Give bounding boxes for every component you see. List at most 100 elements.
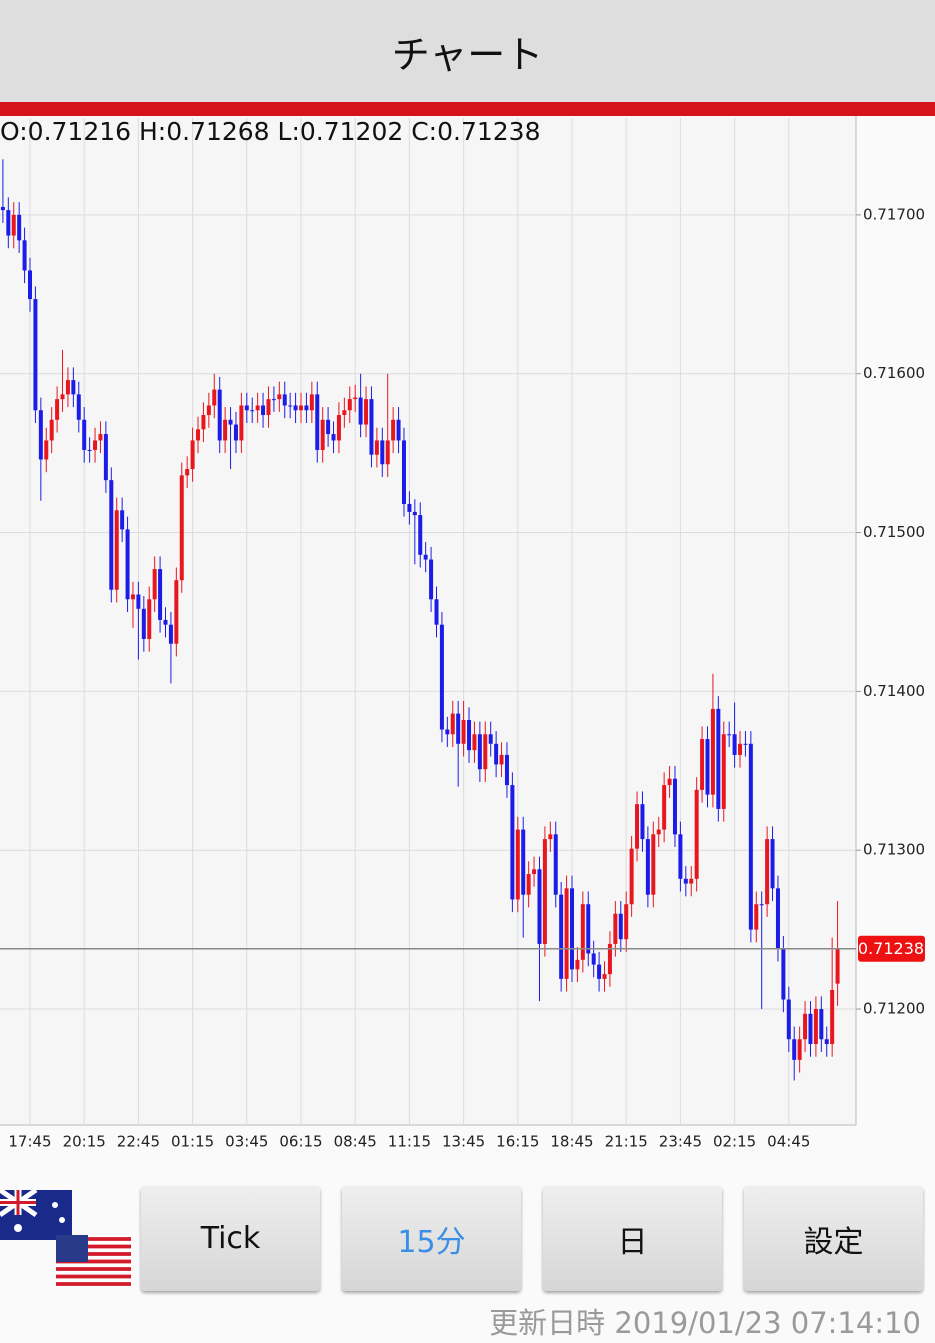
candle-body — [645, 839, 650, 895]
tick-button[interactable]: Tick — [141, 1186, 320, 1291]
y-tick-label: 0.71700 — [863, 205, 925, 223]
candle-body — [629, 848, 634, 905]
x-tick-label: 23:45 — [659, 1133, 702, 1151]
update-label: 更新日時 — [489, 1306, 606, 1340]
candle-body — [542, 839, 547, 944]
candle-body — [483, 734, 488, 770]
candle-body — [109, 480, 114, 590]
candle-body — [11, 214, 16, 236]
candle-body — [504, 754, 509, 786]
candle-body — [672, 778, 677, 835]
candle-body — [98, 434, 103, 441]
last-price-tag — [858, 935, 925, 962]
currency-flags[interactable] — [0, 1190, 135, 1290]
candle-body — [748, 743, 753, 930]
candle-body — [315, 394, 320, 450]
settings-button[interactable]: 設定 — [744, 1186, 923, 1291]
candle-body — [467, 719, 472, 751]
day-button[interactable]: 日 — [543, 1186, 722, 1291]
candle-body — [526, 874, 531, 895]
candle-body — [412, 511, 417, 516]
candle-body — [786, 999, 791, 1040]
candle-body — [44, 440, 49, 460]
candle-body — [152, 569, 157, 600]
candle-body — [136, 594, 141, 609]
candle-body — [299, 405, 303, 411]
15min-button[interactable]: 15分 — [342, 1186, 521, 1291]
candle-body — [201, 415, 206, 430]
aud-star — [59, 1217, 65, 1223]
candle-body — [445, 729, 450, 735]
update-datetime: 2019/01/23 07:14:10 — [614, 1306, 921, 1340]
x-tick-label: 06:15 — [279, 1133, 322, 1151]
candle-body — [754, 904, 759, 930]
candle-body — [158, 569, 163, 620]
y-tick-label: 0.71400 — [863, 682, 925, 700]
candle-body — [830, 989, 835, 1044]
aud-star — [52, 1202, 58, 1208]
candle-body — [65, 380, 70, 395]
candle-body — [591, 953, 596, 965]
x-tick-label: 01:15 — [171, 1133, 214, 1151]
candle-body — [521, 829, 526, 895]
candle-body — [261, 405, 266, 416]
candle-body — [765, 839, 770, 905]
candle-body — [82, 419, 87, 450]
candle-body — [71, 380, 76, 395]
x-tick-label: 08:45 — [334, 1133, 377, 1151]
y-tick-label: 0.71200 — [863, 1000, 925, 1018]
candle-body — [418, 515, 423, 555]
candle-body — [813, 1009, 818, 1044]
candle-body — [559, 894, 564, 979]
candle-body — [385, 440, 390, 465]
header-bar — [0, 102, 935, 116]
x-tick-label: 13:45 — [442, 1133, 485, 1151]
candle-body — [700, 739, 705, 790]
candle-body — [548, 834, 553, 840]
candle-body — [667, 778, 672, 786]
candle-body — [710, 708, 715, 795]
candle-body — [358, 397, 363, 425]
candle-body — [564, 888, 569, 979]
x-tick-label: 16:15 — [496, 1133, 539, 1151]
candle-body — [223, 419, 228, 441]
candle-body — [494, 743, 499, 765]
candle-body — [580, 904, 585, 960]
candle-body — [775, 888, 780, 949]
candle-body — [22, 240, 27, 271]
usd-stripes — [56, 1237, 131, 1286]
candle-body — [721, 734, 726, 809]
candle-body — [185, 469, 190, 476]
candle-body — [689, 878, 694, 884]
candle-body — [553, 834, 558, 895]
candle-body — [450, 713, 455, 735]
aud-star — [14, 1224, 22, 1232]
candle-body — [781, 948, 786, 1000]
header-title: チャート — [0, 0, 935, 102]
candle-body — [320, 419, 325, 450]
candle-body — [76, 394, 81, 420]
candle-body — [624, 904, 629, 940]
candle-body — [364, 399, 369, 425]
candle-body — [716, 708, 721, 809]
candle-body — [618, 913, 623, 940]
candle-body — [120, 510, 125, 530]
candle-body — [380, 440, 385, 465]
candle-body — [835, 948, 840, 984]
candle-body — [233, 424, 238, 441]
candle-body — [472, 734, 477, 751]
candle-body — [255, 405, 260, 411]
candle-body — [434, 599, 439, 625]
candle-body — [147, 599, 152, 639]
candle-body — [461, 719, 466, 744]
candle-body — [662, 785, 667, 830]
candle-body — [266, 399, 271, 416]
candle-body — [732, 734, 737, 755]
candle-body — [651, 834, 656, 895]
candle-body — [792, 1039, 797, 1060]
candle-body — [331, 434, 336, 441]
plot-area — [0, 116, 856, 1125]
candle-body — [803, 1013, 808, 1040]
candle-body — [28, 270, 32, 300]
candle-body — [293, 405, 298, 411]
